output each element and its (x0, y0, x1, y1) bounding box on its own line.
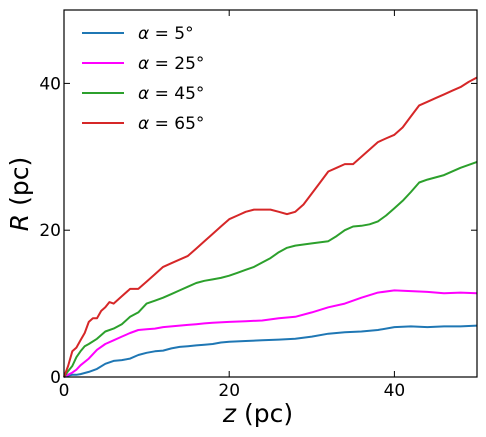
x-axis-label: z (pc) (222, 399, 293, 428)
axis-ticks: 0 20 40 0 20 40 (39, 10, 477, 401)
y-axis-symbol: R (5, 214, 34, 231)
legend-label-4: α = 65° (138, 114, 204, 134)
y-tick-label: 0 (50, 368, 61, 388)
y-tick-label: 20 (39, 221, 61, 241)
legend-label-2: α = 25° (138, 54, 204, 74)
series-line-4 (63, 76, 478, 378)
legend-label-3: α = 45° (138, 84, 204, 104)
legend-label-1: α = 5° (138, 24, 194, 44)
x-axis-unit: (pc) (236, 399, 293, 428)
y-tick-label: 40 (39, 74, 61, 94)
x-axis-symbol: z (222, 399, 237, 428)
x-tick-label: 40 (384, 381, 406, 401)
y-axis-label: R (pc) (5, 157, 34, 231)
plot-frame (63, 9, 478, 378)
series-line-1 (63, 324, 478, 378)
y-axis-unit: (pc) (5, 157, 34, 214)
series-line-3 (63, 160, 478, 378)
legend: α = 5° α = 25° α = 45° α = 65° (82, 24, 204, 134)
x-tick-label: 20 (218, 381, 240, 401)
series-line-2 (63, 289, 478, 378)
x-tick-label: 0 (59, 381, 70, 401)
series-lines (63, 76, 478, 378)
